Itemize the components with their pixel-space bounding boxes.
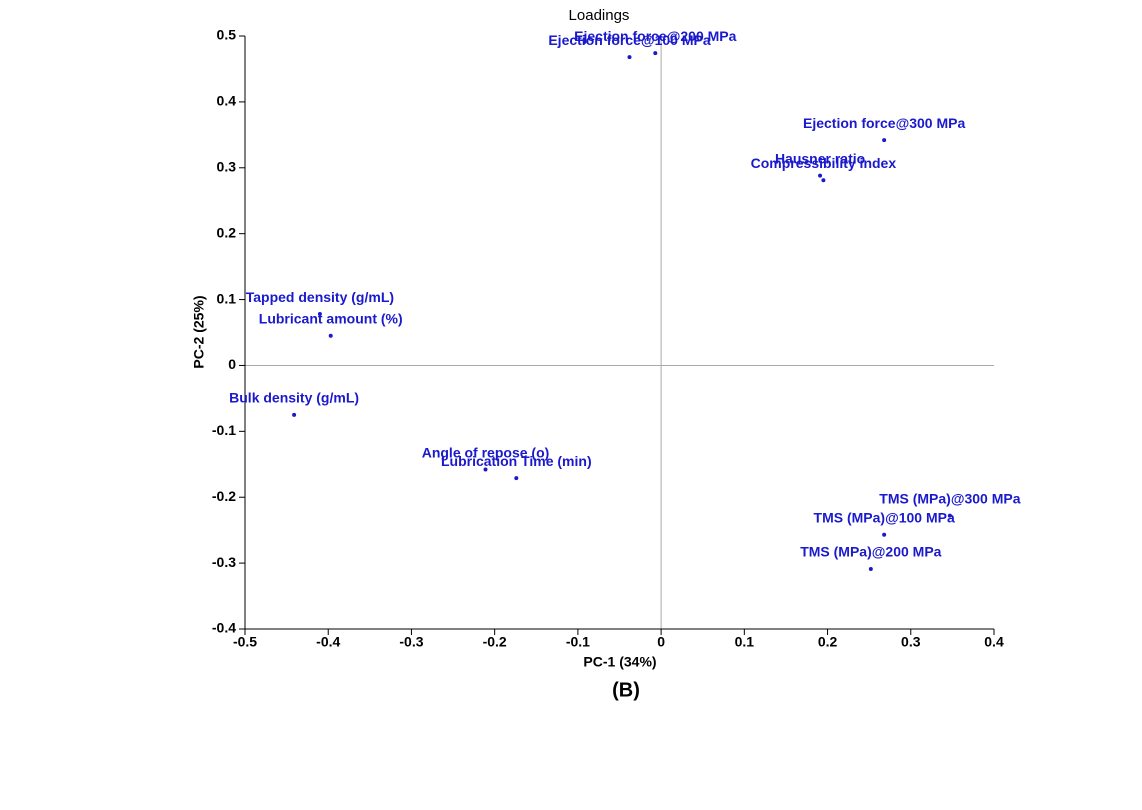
- y-tick-label: -0.4: [212, 620, 236, 636]
- x-tick-label: -0.4: [316, 634, 340, 650]
- point-label: Bulk density (g/mL): [229, 390, 359, 406]
- y-tick-label: 0.2: [217, 224, 237, 240]
- point-label: Lubrication Time (min): [441, 453, 592, 469]
- point-label: TMS (MPa)@300 MPa: [879, 490, 1020, 506]
- point-label: Hausner ratio: [775, 150, 865, 166]
- y-tick-label: -0.1: [212, 422, 236, 438]
- point: [882, 532, 887, 537]
- y-axis-label: PC-2 (25%): [191, 295, 207, 368]
- y-tick-label: 0.4: [217, 93, 237, 109]
- x-tick-label: 0.3: [901, 634, 921, 650]
- y-tick-label: -0.3: [212, 554, 236, 570]
- point-label: TMS (MPa)@200 MPa: [800, 544, 941, 560]
- point: [818, 173, 823, 178]
- point-label: Ejection force@300 MPa: [803, 115, 965, 131]
- y-tick-label: -0.2: [212, 488, 236, 504]
- point-label: Tapped density (g/mL): [246, 289, 394, 305]
- x-tick-label: 0.1: [735, 634, 755, 650]
- point-label: Compressibility index: [751, 155, 897, 171]
- y-tick-label: 0.5: [217, 27, 237, 43]
- point-label: Ejection force@200 MPa: [574, 28, 736, 44]
- y-tick-label: 0: [228, 356, 236, 372]
- x-tick-label: -0.2: [483, 634, 507, 650]
- x-tick-label: 0: [657, 634, 665, 650]
- point: [821, 178, 826, 183]
- y-tick-label: 0.1: [217, 290, 237, 306]
- caption: (B): [612, 679, 640, 701]
- point: [317, 312, 322, 317]
- point: [292, 412, 297, 417]
- point-label: Lubricant amount (%): [259, 310, 403, 326]
- x-tick-label: 0.2: [818, 634, 838, 650]
- point: [947, 513, 952, 518]
- x-tick-label: 0.4: [984, 634, 1004, 650]
- point: [328, 333, 333, 338]
- point-label: TMS (MPa)@100 MPa: [814, 509, 955, 525]
- x-axis-label: PC-1 (34%): [583, 654, 656, 670]
- point: [627, 55, 632, 60]
- x-tick-label: -0.3: [399, 634, 423, 650]
- y-tick-label: 0.3: [217, 158, 237, 174]
- point: [514, 476, 519, 481]
- point: [868, 567, 873, 572]
- point-label: Ejection force@100 MPa: [548, 32, 710, 48]
- chart-title: Loadings: [569, 7, 630, 24]
- x-tick-label: -0.1: [566, 634, 590, 650]
- point: [653, 51, 658, 56]
- point: [882, 138, 887, 143]
- point-label: Angle of repose (o): [422, 444, 550, 460]
- x-tick-label: -0.5: [233, 634, 257, 650]
- point: [483, 467, 488, 472]
